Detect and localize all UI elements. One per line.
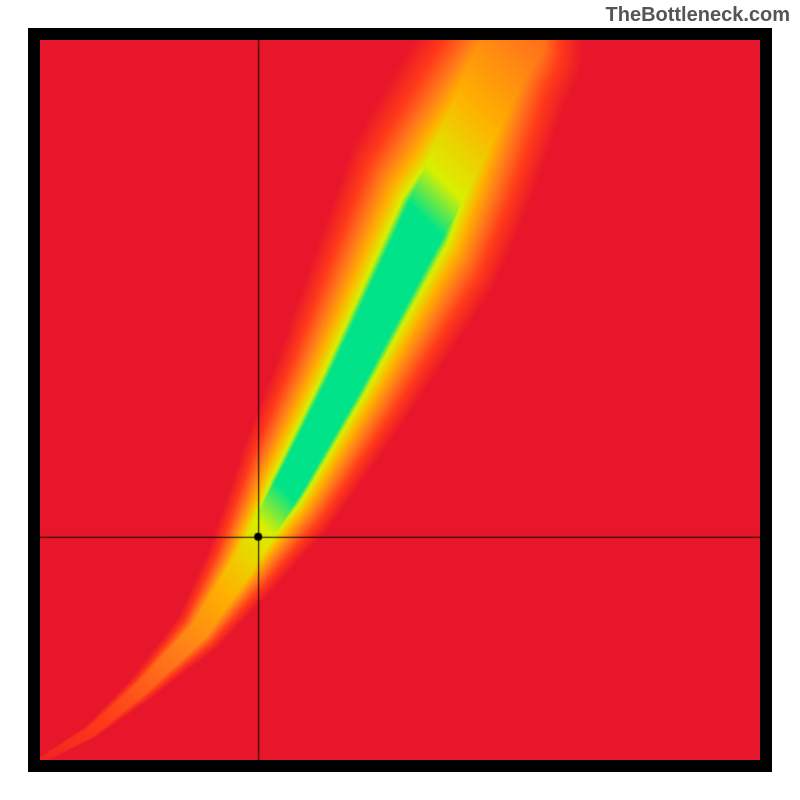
chart-frame bbox=[28, 28, 772, 772]
watermark-text: TheBottleneck.com bbox=[606, 4, 790, 27]
heatmap-canvas bbox=[40, 40, 760, 760]
heatmap-plot bbox=[40, 40, 760, 760]
